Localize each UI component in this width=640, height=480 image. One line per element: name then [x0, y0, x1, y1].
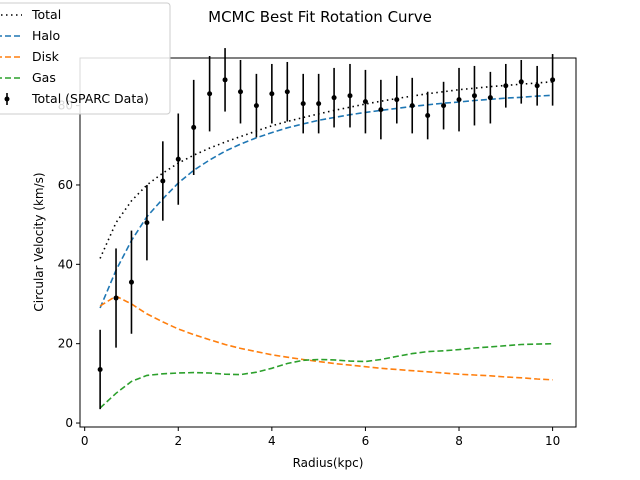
- legend-entry-gas: Gas: [0, 70, 56, 85]
- y-tick-label: 40: [58, 257, 73, 271]
- data-marker: [269, 91, 275, 97]
- x-tick-label: 6: [362, 434, 370, 448]
- data-point: [222, 48, 228, 112]
- data-marker: [378, 107, 384, 113]
- data-marker: [347, 93, 353, 99]
- data-marker: [144, 220, 150, 226]
- data-point: [191, 79, 197, 176]
- data-point: [518, 59, 524, 104]
- x-tick-label: 10: [545, 434, 560, 448]
- data-marker: [534, 83, 540, 89]
- data-marker: [175, 156, 181, 162]
- legend: Total Halo Disk Gas Total (SPARC Data): [0, 2, 171, 115]
- data-point: [128, 230, 134, 334]
- series-line-halo: [99, 94, 553, 309]
- data-marker: [331, 95, 337, 101]
- data-marker: [300, 101, 306, 107]
- data-marker: [316, 101, 322, 107]
- x-tick-label: 2: [174, 434, 182, 448]
- legend-marker: [4, 96, 10, 102]
- legend-entry-total: Total: [0, 7, 61, 22]
- data-point: [207, 56, 213, 132]
- legend-box: [0, 2, 171, 115]
- data-marker: [253, 103, 259, 109]
- data-marker: [237, 89, 243, 95]
- data-marker: [471, 93, 477, 99]
- data-point: [300, 73, 306, 134]
- x-tick-label: 8: [455, 434, 463, 448]
- data-point: [269, 63, 275, 124]
- x-tick-label: 4: [268, 434, 276, 448]
- axis-ticks: 0246810020406080: [58, 99, 561, 448]
- x-tick-label: 0: [81, 434, 89, 448]
- legend-entry-disk: Disk: [0, 49, 60, 64]
- data-point: [237, 59, 243, 124]
- data-point: [550, 54, 556, 106]
- legend-label: Gas: [32, 70, 56, 85]
- y-tick-label: 60: [58, 178, 73, 192]
- data-marker: [518, 79, 524, 85]
- data-point: [144, 184, 150, 261]
- data-point: [284, 61, 290, 122]
- data-marker: [222, 77, 228, 83]
- data-point: [441, 81, 447, 130]
- chart-title: MCMC Best Fit Rotation Curve: [208, 8, 432, 26]
- data-marker: [362, 99, 368, 105]
- series-line-gas: [99, 342, 553, 409]
- axes-frame: [79, 57, 577, 428]
- data-marker: [441, 103, 447, 109]
- data-point: [503, 63, 509, 108]
- legend-label: Halo: [32, 28, 60, 43]
- data-point: [362, 69, 368, 134]
- data-point: [425, 91, 431, 140]
- legend-entry-total-sparc-data: Total (SPARC Data): [4, 91, 149, 106]
- data-marker: [456, 97, 462, 103]
- data-point: [97, 329, 103, 410]
- data-marker: [207, 91, 213, 97]
- data-marker: [128, 279, 134, 285]
- legend-label: Disk: [32, 49, 60, 64]
- data-marker: [394, 97, 400, 103]
- data-marker: [191, 124, 197, 130]
- plot-area: [97, 48, 556, 410]
- data-marker: [550, 77, 556, 83]
- series-line-disk: [99, 295, 553, 381]
- data-point: [378, 79, 384, 140]
- y-axis-label: Circular Velocity (km/s): [32, 172, 46, 311]
- data-point: [253, 73, 259, 138]
- series-line-total: [99, 81, 553, 259]
- data-point: [487, 71, 493, 124]
- data-marker: [503, 83, 509, 89]
- data-point: [113, 248, 119, 348]
- data-point: [160, 141, 166, 221]
- legend-label: Total: [31, 7, 61, 22]
- data-point: [347, 63, 353, 128]
- y-tick-label: 20: [58, 337, 73, 351]
- data-point: [175, 113, 181, 205]
- data-point: [534, 65, 540, 106]
- data-marker: [97, 366, 103, 372]
- x-axis-label: Radius(kpc): [293, 456, 364, 470]
- data-marker: [160, 178, 166, 184]
- data-marker: [113, 295, 119, 301]
- data-marker: [487, 95, 493, 101]
- data-point: [456, 67, 462, 132]
- data-point: [331, 67, 337, 128]
- data-marker: [284, 89, 290, 95]
- data-point: [471, 65, 477, 126]
- data-marker: [409, 103, 415, 109]
- y-tick-label: 0: [65, 416, 73, 430]
- legend-label: Total (SPARC Data): [31, 91, 149, 106]
- data-point: [394, 75, 400, 124]
- data-marker: [425, 113, 431, 119]
- data-point: [316, 73, 322, 134]
- data-point: [409, 77, 415, 134]
- legend-entry-halo: Halo: [0, 28, 60, 43]
